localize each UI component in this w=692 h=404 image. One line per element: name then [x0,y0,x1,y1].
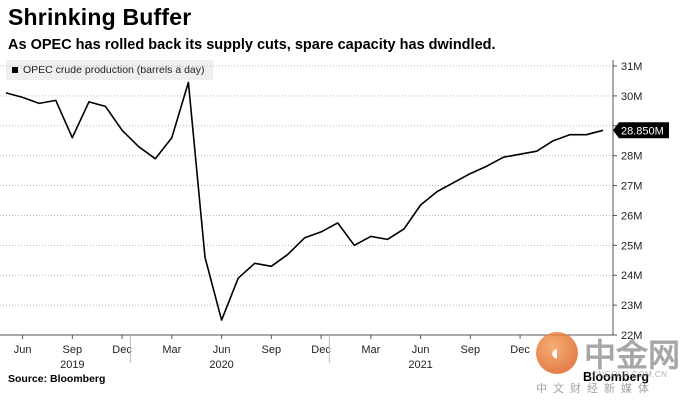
series-line [5,81,604,321]
x-year-label: 2020 [209,359,233,371]
x-year-label: 2019 [60,359,84,371]
x-tick-label: Dec [112,344,132,356]
legend: OPEC crude production (barrels a day) [6,60,213,80]
last-value-badge [613,122,669,139]
x-tick-label: Jun [213,344,231,356]
y-tick-label: 22M [621,330,642,342]
legend-label: OPEC crude production (barrels a day) [23,64,205,76]
x-tick-label: Jun [412,344,430,356]
source-note: Source: Bloomberg [8,373,106,385]
legend-swatch [12,67,18,73]
chart-subtitle: As OPEC has rolled back its supply cuts,… [8,37,496,53]
x-tick-label: Sep [461,344,481,356]
bloomberg-logo: Bloomberg [583,370,649,384]
x-tick-label: Sep [262,344,282,356]
x-tick-label: Jun [14,344,32,356]
last-value-label: 28.850M [621,125,664,137]
x-tick-label: Dec [311,344,331,356]
y-tick-label: 28M [621,151,642,163]
y-tick-label: 30M [621,91,642,103]
y-tick-label: 23M [621,300,642,312]
x-year-label: 2021 [408,359,432,371]
x-tick-label: Mar [162,344,181,356]
y-tick-label: 25M [621,240,642,252]
y-tick-label: 31M [621,61,642,73]
y-tick-label: 27M [621,181,642,193]
x-tick-label: Sep [63,344,83,356]
chart-title: Shrinking Buffer [8,4,192,30]
x-tick-label: Mar [361,344,380,356]
y-tick-label: 24M [621,270,642,282]
y-tick-label: 26M [621,210,642,222]
x-tick-label: Dec [510,344,530,356]
